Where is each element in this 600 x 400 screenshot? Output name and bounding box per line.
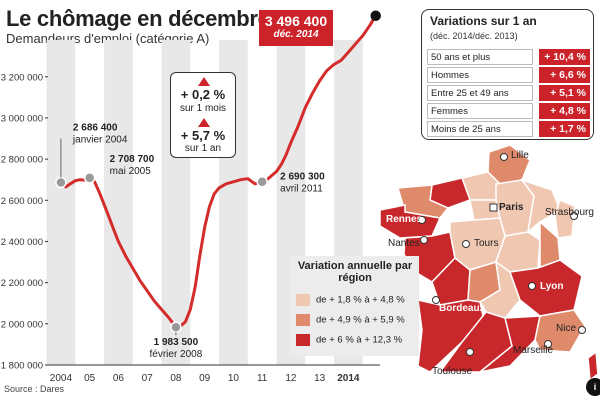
city-label-rennes: Rennes — [386, 214, 423, 225]
y-tick-label: 3 200 000 — [1, 72, 43, 83]
x-tick-label: 10 — [228, 373, 240, 384]
month-change-label: sur 1 mois — [179, 103, 227, 114]
variation-value: + 10,4 % — [539, 49, 590, 65]
city-label-bordeaux: Bordeaux — [439, 303, 486, 314]
peak-label: 3 496 400 déc. 2014 — [259, 10, 333, 46]
annotation-marker — [256, 175, 268, 188]
y-tick-label: 3 000 000 — [1, 113, 43, 124]
x-tick-label: 09 — [199, 373, 211, 384]
variation-row: Entre 25 et 49 ans + 5,1 % — [427, 85, 590, 103]
city-label-paris: Paris — [499, 202, 524, 213]
legend-label: de + 1,8 % à + 4,8 % — [316, 294, 405, 306]
publisher-logo: i — [586, 378, 600, 396]
change-box: + 0,2 % sur 1 mois + 5,7 % sur 1 an — [170, 72, 236, 158]
variation-value: + 4,8 % — [539, 103, 590, 119]
annotation-date: mai 2005 — [110, 166, 152, 177]
city-label-nice: Nice — [556, 323, 577, 334]
legend-swatch — [296, 334, 310, 346]
up-arrow-icon — [198, 77, 210, 86]
x-tick-label: 08 — [170, 373, 182, 384]
city-label-tours: Tours — [474, 238, 499, 249]
y-tick-label: 2 200 000 — [1, 278, 43, 289]
annotation-date: février 2008 — [150, 349, 203, 360]
legend-swatch — [296, 294, 310, 306]
variation-value: + 1,7 % — [539, 121, 590, 137]
legend-title: Variation annuelle par région — [297, 260, 413, 284]
chart-title: Le chômage en décembre — [6, 6, 270, 31]
variations-title: Variations sur 1 an — [430, 14, 537, 28]
variation-label: Femmes — [427, 103, 533, 119]
variation-row: Hommes + 6,6 % — [427, 67, 590, 85]
y-tick-label: 2 000 000 — [1, 319, 43, 330]
variation-value: + 5,1 % — [539, 85, 590, 101]
year-change-value: + 5,7 % — [180, 128, 226, 143]
year-band — [104, 40, 133, 365]
series-group — [59, 14, 378, 329]
y-tick-label: 2 800 000 — [1, 155, 43, 166]
x-tick-label: 11 — [257, 373, 268, 384]
month-change-value: + 0,2 % — [180, 87, 226, 102]
variation-label: 50 ans et plus — [427, 49, 533, 65]
legend-item: de + 6 % à + 12,3 % — [296, 334, 402, 346]
x-tick-label: 2004 — [50, 373, 73, 384]
x-tick-label: 06 — [113, 373, 125, 384]
up-arrow-icon — [198, 118, 210, 127]
city-label-marseille: Marseille — [513, 345, 554, 356]
y-tick-label: 2 600 000 — [1, 196, 43, 207]
y-tick-label: 2 400 000 — [1, 237, 43, 248]
variations-panel: Variations sur 1 an (déc. 2014/déc. 2013… — [421, 9, 594, 140]
x-tick-label: 05 — [84, 373, 96, 384]
source-note: Source : Dares — [4, 384, 65, 394]
annotation-marker — [370, 10, 381, 21]
variations-subtitle: (déc. 2014/déc. 2013) — [430, 31, 518, 41]
x-tick-label: 13 — [314, 373, 326, 384]
city-label-toulouse: Toulouse — [432, 366, 473, 377]
legend-item: de + 1,8 % à + 4,8 % — [296, 294, 405, 306]
city-label-lille: Lille — [511, 150, 529, 161]
city-label-strasbourg: Strasbourg — [545, 207, 594, 218]
annotation-value: 2 690 300 — [280, 172, 325, 183]
variation-row: Femmes + 4,8 % — [427, 103, 590, 121]
x-axis: 2004 05 06 07 08 09 10 11 12 13 2014 — [48, 364, 380, 384]
map-legend: Variation annuelle par région de + 1,8 %… — [289, 256, 419, 356]
variation-value: + 6,6 % — [539, 67, 590, 83]
x-tick-label: 07 — [142, 373, 154, 384]
variation-row: 50 ans et plus + 10,4 % — [427, 49, 590, 67]
year-change-label: sur 1 an — [184, 143, 222, 154]
year-band — [46, 40, 76, 365]
annotation-marker — [83, 172, 96, 184]
annotation-date: janvier 2004 — [72, 135, 128, 146]
annotation-marker — [170, 321, 182, 333]
annotation-value: 2 708 700 — [110, 154, 155, 165]
x-tick-label: 2014 — [337, 373, 360, 384]
variation-label: Hommes — [427, 67, 533, 83]
legend-item: de + 4,9 % à + 5,9 % — [296, 314, 405, 326]
variation-label: Moins de 25 ans — [427, 121, 533, 137]
peak-date: déc. 2014 — [273, 29, 319, 40]
annotation-value: 2 686 400 — [73, 123, 118, 134]
city-label-nantes: Nantes — [388, 238, 420, 249]
series-line — [59, 14, 378, 329]
annotation-date: avril 2011 — [280, 184, 323, 195]
annotation-value: 1 983 500 — [154, 337, 199, 348]
legend-swatch — [296, 314, 310, 326]
y-axis: 1 800 000 2 000 000 2 200 000 2 400 000 2 60… — [1, 72, 48, 372]
peak-value: 3 496 400 — [264, 13, 328, 29]
city-label-lyon: Lyon — [540, 281, 564, 292]
legend-label: de + 6 % à + 12,3 % — [316, 334, 403, 346]
variation-row: Moins de 25 ans + 1,7 % — [427, 121, 590, 139]
annotation-marker — [55, 176, 67, 189]
legend-label: de + 4,9 % à + 5,9 % — [316, 314, 405, 326]
y-tick-label: 1 800 000 — [1, 361, 43, 372]
variation-label: Entre 25 et 49 ans — [427, 85, 533, 101]
x-tick-label: 12 — [285, 373, 297, 384]
